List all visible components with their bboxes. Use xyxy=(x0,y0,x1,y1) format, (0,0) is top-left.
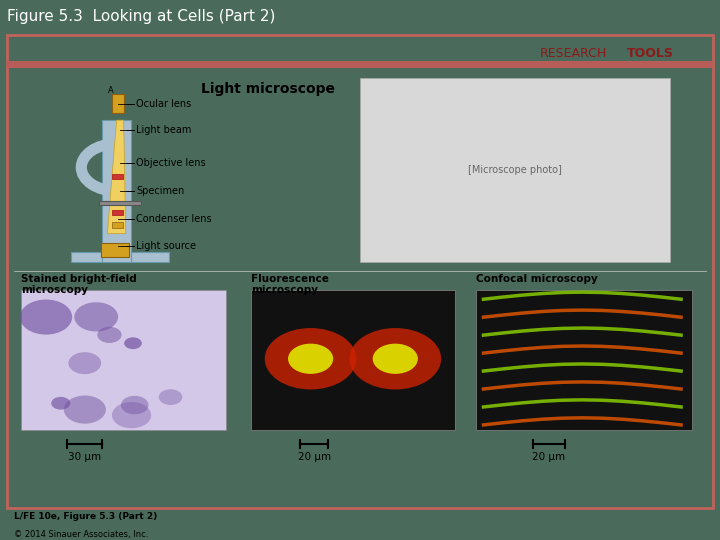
Bar xyxy=(112,173,123,179)
Text: A: A xyxy=(108,86,114,96)
Circle shape xyxy=(124,338,142,349)
Circle shape xyxy=(74,302,118,332)
Bar xyxy=(477,291,692,430)
Circle shape xyxy=(97,327,122,343)
Text: Light source: Light source xyxy=(136,241,197,251)
Text: Light microscope: Light microscope xyxy=(202,83,336,97)
Circle shape xyxy=(288,343,333,374)
Text: L/FE 10e, Figure 5.3 (Part 2): L/FE 10e, Figure 5.3 (Part 2) xyxy=(14,512,158,521)
Text: Fluorescence
microscopy: Fluorescence microscopy xyxy=(251,274,328,295)
Bar xyxy=(112,222,123,228)
Text: 30 μm: 30 μm xyxy=(68,453,102,462)
Bar xyxy=(251,291,455,430)
Text: TOOLS: TOOLS xyxy=(626,46,674,59)
Circle shape xyxy=(112,402,151,428)
Text: Ocular lens: Ocular lens xyxy=(136,99,192,109)
Bar xyxy=(71,252,169,262)
Circle shape xyxy=(64,395,106,424)
Circle shape xyxy=(51,397,71,410)
Bar xyxy=(102,120,131,262)
Bar xyxy=(22,291,226,430)
Bar xyxy=(112,210,123,214)
Circle shape xyxy=(68,352,102,374)
Text: © 2014 Sinauer Associates, Inc.: © 2014 Sinauer Associates, Inc. xyxy=(14,530,148,539)
Bar xyxy=(7,61,713,68)
Circle shape xyxy=(349,328,441,389)
Circle shape xyxy=(265,328,356,389)
Bar xyxy=(99,201,141,205)
Text: Condenser lens: Condenser lens xyxy=(136,214,212,225)
Circle shape xyxy=(19,300,72,335)
Text: Objective lens: Objective lens xyxy=(136,158,206,168)
Text: Specimen: Specimen xyxy=(136,186,184,196)
Bar xyxy=(112,94,125,113)
Text: 20 μm: 20 μm xyxy=(297,453,330,462)
Text: Figure 5.3  Looking at Cells (Part 2): Figure 5.3 Looking at Cells (Part 2) xyxy=(7,9,276,24)
Text: Stained bright-field
microscopy: Stained bright-field microscopy xyxy=(22,274,137,295)
Text: 20 μm: 20 μm xyxy=(532,453,565,462)
Text: RESEARCH: RESEARCH xyxy=(540,46,607,59)
Text: Confocal microscopy: Confocal microscopy xyxy=(477,274,598,284)
Bar xyxy=(360,78,670,262)
Polygon shape xyxy=(107,120,126,233)
Text: [Microscope photo]: [Microscope photo] xyxy=(468,165,562,175)
Circle shape xyxy=(121,396,148,414)
Text: Light beam: Light beam xyxy=(136,125,192,134)
Circle shape xyxy=(158,389,182,405)
Bar xyxy=(101,243,130,257)
Circle shape xyxy=(373,343,418,374)
